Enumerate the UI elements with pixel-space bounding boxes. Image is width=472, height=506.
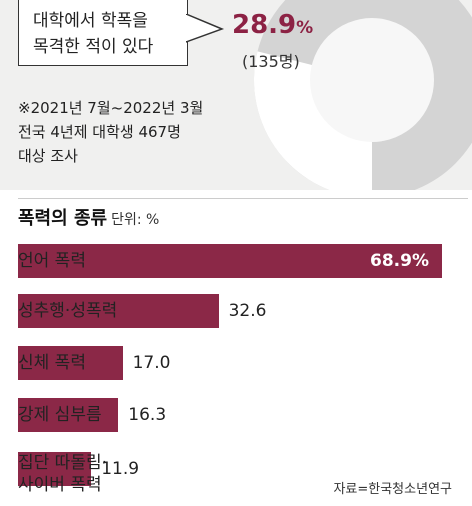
- bar: [18, 294, 219, 328]
- category-label: 언어 폭력: [18, 251, 86, 271]
- chart-unit: 단위: %: [111, 212, 160, 228]
- section-title: 폭력의 종류 단위: %: [18, 204, 159, 230]
- category-label: 강제 심부름: [18, 405, 102, 425]
- callout-box: 대학에서 학폭을 목격한 적이 있다: [18, 0, 188, 66]
- value-label: 16.3: [128, 405, 167, 425]
- value-label: 11.9: [101, 459, 140, 479]
- value-label: 68.9%: [370, 251, 429, 271]
- donut-hole: [310, 18, 434, 142]
- divider: [18, 198, 468, 199]
- callout-pointer: [186, 14, 225, 43]
- bar: [18, 244, 442, 278]
- source-note: 자료=한국청소년연구: [333, 482, 452, 497]
- category-label: 집단 따돌림· 사이버 폭력: [18, 453, 108, 495]
- value-label: 17.0: [132, 353, 171, 373]
- percent-value: 28.9: [232, 10, 297, 40]
- bar: [18, 398, 119, 432]
- percent-sign: %: [296, 18, 314, 38]
- category-label: 성추행·성폭력: [18, 301, 118, 321]
- bar: [18, 452, 92, 486]
- bar: [18, 346, 123, 380]
- category-label: 신체 폭력: [18, 353, 86, 373]
- value-label: 32.6: [228, 301, 267, 321]
- headline-count: (135명): [242, 52, 300, 71]
- survey-note: ※2021년 7월~2022년 3월 전국 4년제 대학생 467명 대상 조사: [18, 99, 204, 165]
- donut-chart: [254, 0, 472, 190]
- chart-title: 폭력의 종류: [18, 208, 108, 229]
- headline-percent: 28.9%: [232, 10, 313, 40]
- callout-text: 대학에서 학폭을 목격한 적이 있다: [33, 11, 154, 57]
